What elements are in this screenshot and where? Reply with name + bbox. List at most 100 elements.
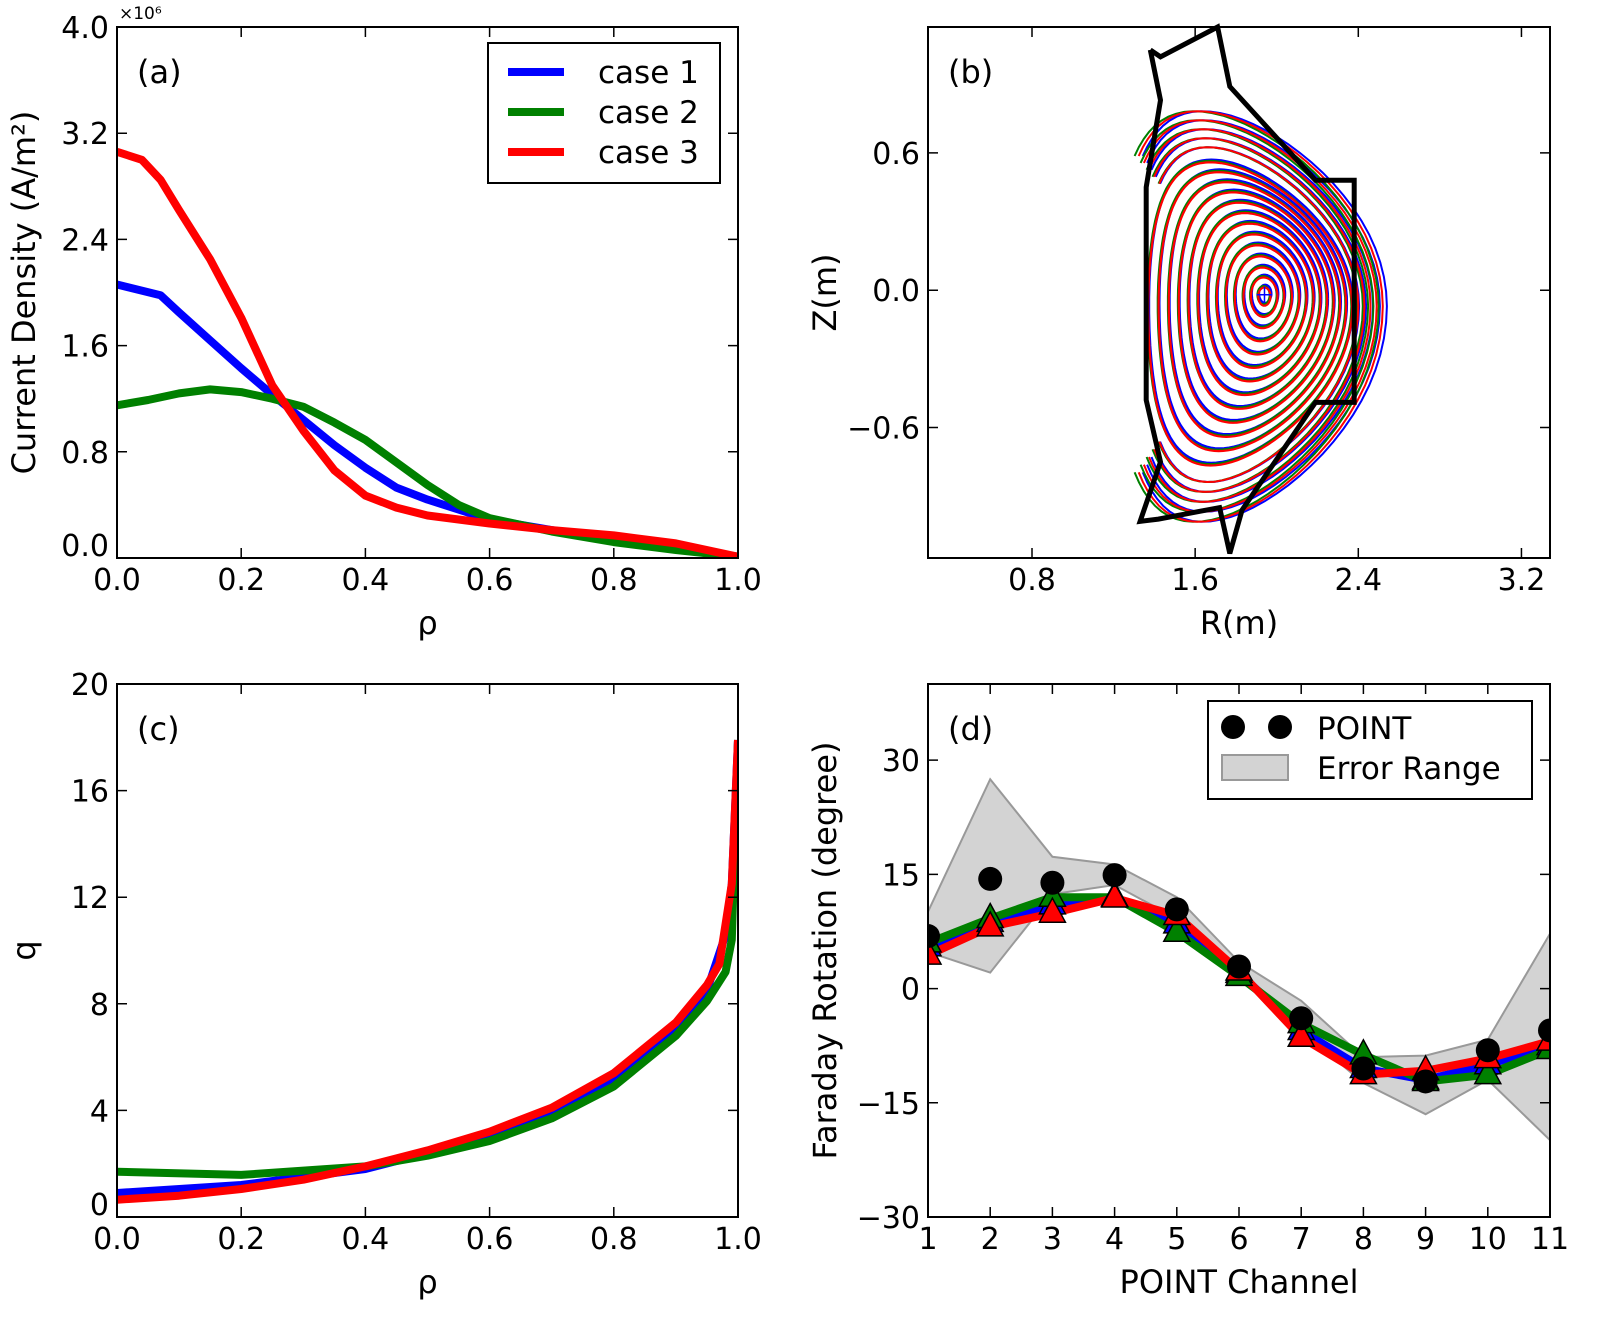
wall-outline bbox=[1136, 23, 1357, 555]
plot-area bbox=[1133, 110, 1388, 523]
open-field-line bbox=[1158, 146, 1360, 484]
panel-label: (c) bbox=[137, 710, 180, 748]
x-tick-label: 0.0 bbox=[93, 563, 141, 598]
x-tick-label: 2 bbox=[981, 1222, 1000, 1257]
point-marker bbox=[1475, 1038, 1500, 1063]
panel-label: (b) bbox=[948, 53, 993, 91]
y-axis-label: q bbox=[5, 940, 43, 960]
point-marker bbox=[928, 924, 940, 949]
triangle-marker bbox=[975, 910, 1005, 937]
legend-label-error: Error Range bbox=[1317, 751, 1501, 787]
x-tick-label: 9 bbox=[1416, 1222, 1435, 1257]
y-tick-label: 3.2 bbox=[61, 117, 109, 152]
x-tick-label: 0.8 bbox=[590, 563, 638, 598]
flux-surface bbox=[1224, 244, 1301, 356]
x-tick-label: 0.8 bbox=[590, 1222, 638, 1257]
triangle-marker bbox=[1162, 915, 1192, 942]
x-tick-label: 0.4 bbox=[342, 1222, 390, 1257]
x-axis-label: ρ bbox=[417, 604, 437, 642]
x-tick-label: 1.0 bbox=[714, 563, 762, 598]
point-marker bbox=[1164, 897, 1189, 922]
y-tick-label: −30 bbox=[857, 1201, 920, 1236]
y-tick-label: 0.8 bbox=[61, 436, 109, 471]
point-marker bbox=[1227, 954, 1251, 979]
panel-c: 0.0 0.2 0.4 0.6 0.8 1.0 0 4 8 12 16 20 ρ q (c) bbox=[5, 668, 762, 1301]
x-tick-label: 1 bbox=[918, 1222, 937, 1257]
x-axis-label: R(m) bbox=[1200, 604, 1278, 642]
y-tick-label: 1.6 bbox=[61, 330, 109, 365]
x-tick-label: 0.2 bbox=[217, 1222, 265, 1257]
y-tick-label: 8 bbox=[90, 988, 109, 1023]
error-range-band bbox=[928, 777, 1550, 1142]
series-line-3 bbox=[117, 147, 738, 558]
flux-surface bbox=[1242, 266, 1286, 330]
axes-frame bbox=[116, 683, 739, 1218]
panel-label: (d) bbox=[948, 710, 993, 748]
panel-b: 0.8 1.6 2.4 3.2 −0.6 0.0 0.6 R(m) Z(m) (b) bbox=[806, 23, 1551, 642]
x-tick-label: 11 bbox=[1531, 1222, 1569, 1257]
point-marker bbox=[1538, 1018, 1550, 1043]
y-tick-label: 0 bbox=[90, 1188, 109, 1223]
flux-surface bbox=[1167, 181, 1342, 439]
point-marker bbox=[978, 866, 1003, 891]
x-tick-label: 0.2 bbox=[217, 563, 265, 598]
x-tick-label: 3.2 bbox=[1498, 563, 1546, 598]
panel-d: 1 2 3 4 5 6 7 8 9 10 11 −30 −15 0 15 30 POINT Channel Far… bbox=[806, 683, 1569, 1301]
point-marker bbox=[1351, 1056, 1376, 1081]
flux-surface bbox=[1157, 171, 1348, 453]
legend-box bbox=[1207, 700, 1533, 800]
flux-surface bbox=[1225, 241, 1302, 353]
flux-surface bbox=[1216, 230, 1309, 367]
x-tick-label: 1.0 bbox=[714, 1222, 762, 1257]
magnetic-axis-marker bbox=[1256, 286, 1273, 303]
x-tick-label: 0.6 bbox=[466, 1222, 514, 1257]
open-field-line bbox=[1153, 137, 1366, 493]
y-axis-label: Current Density (A/m²) bbox=[5, 111, 43, 475]
legend-point-marker bbox=[1221, 715, 1245, 739]
open-field-line bbox=[1148, 128, 1372, 503]
panel-label: (a) bbox=[137, 53, 182, 91]
point-marker bbox=[1102, 863, 1127, 888]
plot-area bbox=[928, 777, 1550, 1142]
y-axis-label: Z(m) bbox=[806, 253, 844, 331]
plot-area bbox=[117, 739, 738, 1204]
y-tick-label: −15 bbox=[857, 1087, 920, 1122]
x-tick-label: 0.4 bbox=[342, 563, 390, 598]
triangle-marker bbox=[1100, 881, 1129, 908]
series-line-2 bbox=[117, 739, 738, 1179]
y-tick-label: 2.4 bbox=[61, 223, 109, 258]
flux-surface bbox=[1197, 211, 1322, 397]
open-field-line bbox=[1137, 110, 1384, 523]
x-tick-label: 0.6 bbox=[466, 563, 514, 598]
legend-label-2: case 2 bbox=[598, 95, 699, 131]
series-line-3 bbox=[117, 739, 738, 1204]
x-tick-label: 4 bbox=[1105, 1222, 1124, 1257]
flux-surface bbox=[1177, 191, 1335, 424]
x-tick-label: 8 bbox=[1354, 1222, 1373, 1257]
y-tick-label: 4.0 bbox=[61, 11, 109, 46]
y-tick-label: 0.0 bbox=[61, 529, 109, 564]
panel-a: 0.0 0.2 0.4 0.6 0.8 1.0 0.0 0.8 1.6 2.4 3.2 4.0 ρ Cur… bbox=[5, 4, 762, 642]
legend-point-marker bbox=[1268, 715, 1292, 739]
plot-area bbox=[117, 147, 738, 558]
x-tick-label: 0.0 bbox=[93, 1222, 141, 1257]
legend-label-point: POINT bbox=[1317, 711, 1412, 747]
point-marker bbox=[1413, 1069, 1438, 1094]
y-tick-label: 0.6 bbox=[872, 137, 920, 172]
y-tick-label: 16 bbox=[71, 775, 109, 810]
x-axis-label: POINT Channel bbox=[1120, 1263, 1359, 1301]
legend: case 1 case 2 case 3 bbox=[487, 42, 721, 184]
y-tick-label: 0 bbox=[901, 973, 920, 1008]
y-tick-label: 20 bbox=[71, 668, 109, 703]
point-marker bbox=[1040, 870, 1065, 895]
y-tick-label: 30 bbox=[882, 744, 920, 779]
flux-surface bbox=[1206, 222, 1315, 383]
x-tick-label: 1.6 bbox=[1171, 563, 1219, 598]
flux-surface bbox=[1215, 233, 1308, 370]
y-tick-label: 4 bbox=[90, 1094, 109, 1129]
flux-surface bbox=[1233, 255, 1293, 343]
triangle-marker bbox=[1038, 896, 1067, 923]
x-tick-label: 6 bbox=[1229, 1222, 1248, 1257]
point-marker bbox=[1289, 1006, 1314, 1031]
